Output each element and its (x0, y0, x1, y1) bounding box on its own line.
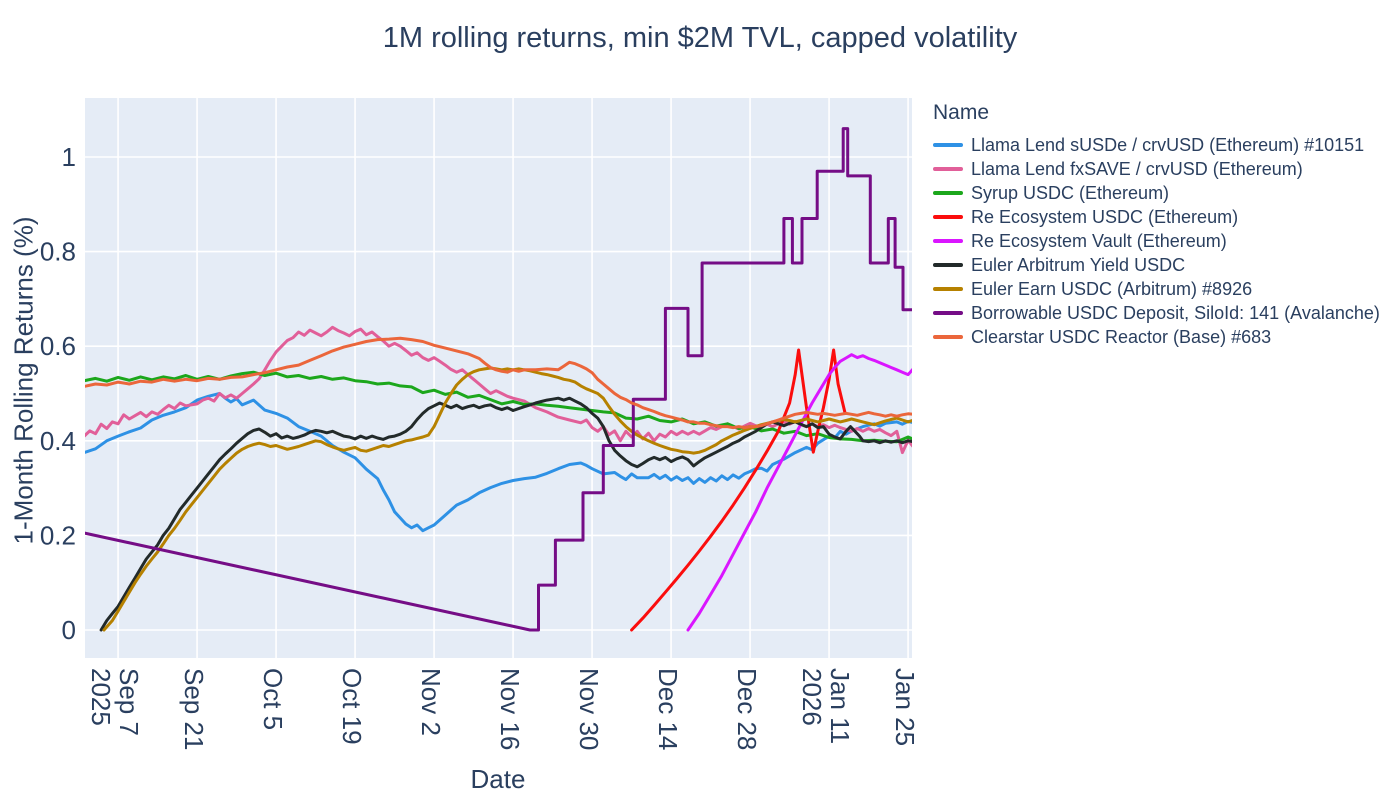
y-tick-labels: 0 0.2 0.4 0.6 0.8 1 (40, 142, 76, 645)
series-lines (84, 127, 914, 632)
series-line-7[interactable] (84, 127, 914, 632)
legend-swatch-icon (933, 287, 963, 291)
series-line-0[interactable] (84, 392, 914, 533)
chart-title: 1M rolling returns, min $2M TVL, capped … (382, 22, 1018, 54)
series-line-3[interactable] (630, 348, 847, 632)
x-tick-label: Oct 5 (258, 668, 288, 730)
x-tick-label: Jan 112026 (797, 668, 855, 744)
gridlines (85, 98, 912, 658)
legend-swatch-icon (933, 215, 963, 219)
x-tick-label: Oct 19 (337, 668, 367, 745)
series-line-4[interactable] (686, 353, 914, 632)
legend-swatch-icon (933, 191, 963, 195)
y-tick-label: 0.2 (40, 520, 76, 550)
y-tick-label: 1 (62, 142, 76, 172)
legend-item-label: Re Ecosystem Vault (Ethereum) (971, 230, 1227, 251)
y-tick-label: 0.4 (40, 426, 76, 456)
legend-swatch-icon (933, 167, 963, 171)
legend-item-5[interactable]: Euler Arbitrum Yield USDC (933, 253, 1380, 277)
legend-item-1[interactable]: Llama Lend fxSAVE / crvUSD (Ethereum) (933, 157, 1380, 181)
x-tick-label: Nov 16 (495, 668, 525, 750)
legend-item-7[interactable]: Borrowable USDC Deposit, SiloId: 141 (Av… (933, 301, 1380, 325)
x-tick-label: Jan 25 (890, 668, 920, 746)
legend-item-label: Llama Lend fxSAVE / crvUSD (Ethereum) (971, 158, 1303, 179)
y-tick-label: 0.8 (40, 237, 76, 267)
legend-item-label: Re Ecosystem USDC (Ethereum) (971, 206, 1239, 227)
legend-item-label: Clearstar USDC Reactor (Base) #683 (971, 326, 1272, 347)
series-line-5[interactable] (99, 396, 914, 632)
legend: Name Llama Lend sUSDe / crvUSD (Ethereum… (933, 101, 1380, 349)
legend-item-6[interactable]: Euler Earn USDC (Arbitrum) #8926 (933, 277, 1380, 301)
series-line-8[interactable] (84, 336, 914, 430)
legend-swatch-icon (933, 311, 963, 315)
legend-item-0[interactable]: Llama Lend sUSDe / crvUSD (Ethereum) #10… (933, 133, 1380, 157)
y-axis-title: 1-Month Rolling Returns (%) (8, 216, 39, 545)
x-tick-label: Sep 21 (179, 668, 209, 750)
x-axis-title: Date (470, 764, 526, 794)
y-tick-label: 0.6 (40, 331, 76, 361)
legend-item-label: Euler Earn USDC (Arbitrum) #8926 (971, 278, 1253, 299)
x-tick-label: Nov 2 (416, 668, 446, 736)
legend-swatch-icon (933, 239, 963, 243)
legend-swatch-icon (933, 143, 963, 147)
x-tick-label: Dec 28 (732, 668, 762, 750)
y-tick-label: 0 (62, 615, 76, 645)
legend-items: Llama Lend sUSDe / crvUSD (Ethereum) #10… (933, 133, 1380, 349)
x-tick-label: Nov 30 (574, 668, 604, 750)
legend-item-label: Syrup USDC (Ethereum) (971, 182, 1170, 203)
legend-swatch-icon (933, 263, 963, 267)
legend-item-label: Llama Lend sUSDe / crvUSD (Ethereum) #10… (971, 134, 1365, 155)
legend-item-2[interactable]: Syrup USDC (Ethereum) (933, 181, 1380, 205)
x-tick-labels: Sep 72025 Sep 21 Oct 5 Oct 19 Nov 2 Nov 16 Nov… (86, 668, 920, 750)
legend-item-8[interactable]: Clearstar USDC Reactor (Base) #683 (933, 325, 1380, 349)
legend-item-label: Euler Arbitrum Yield USDC (971, 254, 1186, 275)
legend-item-3[interactable]: Re Ecosystem USDC (Ethereum) (933, 205, 1380, 229)
x-tick-label: Dec 14 (653, 668, 683, 750)
legend-item-label: Borrowable USDC Deposit, SiloId: 141 (Av… (971, 302, 1380, 323)
x-tick-label: Sep 72025 (86, 668, 144, 736)
legend-swatch-icon (933, 335, 963, 339)
legend-item-4[interactable]: Re Ecosystem Vault (Ethereum) (933, 229, 1380, 253)
legend-title: Name (933, 101, 990, 124)
